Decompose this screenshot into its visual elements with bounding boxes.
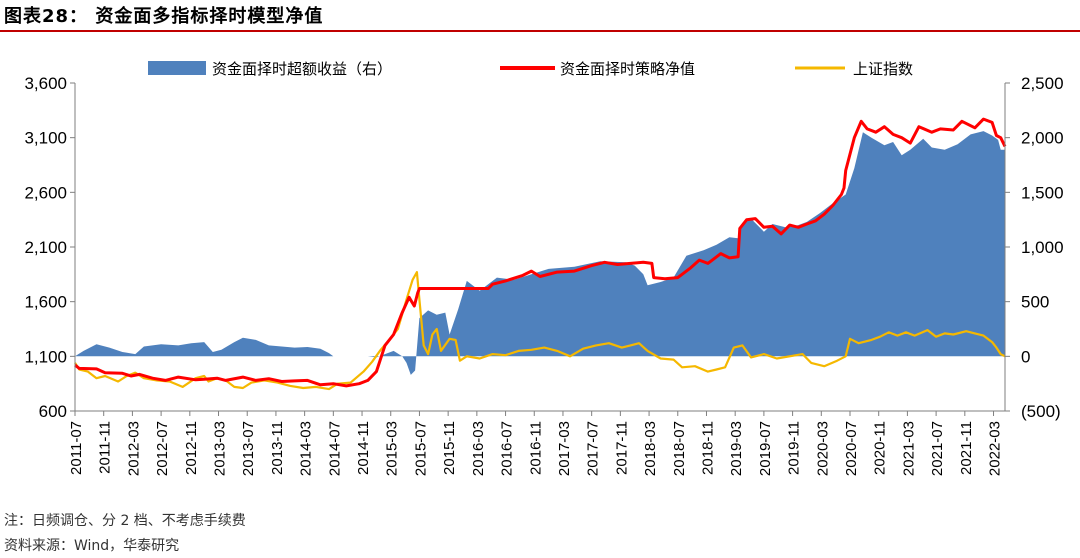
- x-tick-label: 2018-03: [642, 421, 659, 476]
- left-tick-label: 3,600: [24, 74, 67, 93]
- series-excess-area: [75, 131, 1005, 375]
- x-tick-label: 2020-07: [843, 421, 860, 476]
- x-tick-label: 2014-11: [355, 421, 372, 475]
- x-tick-label: 2014-03: [298, 421, 315, 476]
- x-tick-label: 2011-11: [97, 421, 114, 474]
- left-tick-label: 1,600: [24, 293, 67, 312]
- left-tick-label: 2,100: [24, 238, 67, 257]
- x-tick-label: 2012-07: [154, 421, 171, 476]
- x-tick-label: 2013-03: [212, 421, 229, 476]
- series-strategy-line: [74, 117, 1007, 388]
- right-tick-label: 2,500: [1021, 74, 1064, 93]
- legend-label-strategy: 资金面择时策略净值: [560, 60, 695, 78]
- x-tick-label: 2021-07: [929, 421, 946, 476]
- x-tick-label: 2022-03: [987, 421, 1004, 476]
- title-divider: [0, 30, 1080, 32]
- right-tick-label: 0: [1021, 347, 1030, 366]
- right-tick-label: 2,000: [1021, 129, 1064, 148]
- legend-label-index: 上证指数: [853, 60, 913, 78]
- x-tick-label: 2011-07: [68, 421, 85, 475]
- right-tick-label: 500: [1021, 293, 1049, 312]
- legend-label-excess: 资金面择时超额收益（右）: [212, 60, 392, 78]
- legend-swatch-excess: [148, 61, 206, 75]
- x-tick-label: 2019-03: [728, 421, 745, 476]
- right-tick-label: 1,000: [1021, 238, 1064, 257]
- x-tick-label: 2017-11: [613, 421, 630, 475]
- source-note: 资料来源：Wind，华泰研究: [4, 538, 180, 554]
- x-tick-label: 2018-07: [671, 421, 688, 476]
- x-tick-label: 2018-11: [699, 421, 716, 475]
- x-tick-label: 2017-03: [556, 421, 573, 476]
- x-tick-label: 2012-11: [183, 421, 200, 475]
- legend: 资金面择时超额收益（右） 资金面择时策略净值 上证指数: [148, 60, 913, 78]
- page-title: 图表28： 资金面多指标择时模型净值: [4, 6, 324, 27]
- x-tick-label: 2020-03: [814, 421, 831, 476]
- x-tick-label: 2013-11: [269, 421, 286, 475]
- x-tick-label: 2015-03: [384, 421, 401, 476]
- left-tick-label: 1,100: [24, 347, 67, 366]
- left-tick-label: 600: [39, 402, 67, 421]
- x-tick-label: 2021-11: [958, 421, 975, 475]
- plot-area: 600 1,100 1,600 2,100 2,600 3,100 3,600 (500) 0 5…: [24, 74, 1063, 476]
- x-tick-label: 2020-11: [872, 421, 889, 475]
- right-tick-label: 1,500: [1021, 183, 1064, 202]
- chart: 资金面择时超额收益（右） 资金面择时策略净值 上证指数 600 1,100 1,60…: [24, 60, 1063, 476]
- right-tick-label: (500): [1021, 402, 1061, 421]
- x-tick-label: 2014-07: [326, 421, 343, 476]
- x-tick-label: 2012-03: [125, 421, 142, 476]
- footnote: 注：日频调仓、分 2 档、不考虑手续费: [4, 513, 246, 529]
- x-tick-label: 2016-11: [527, 421, 544, 475]
- x-tick-label: 2017-07: [585, 421, 602, 476]
- x-tick-label: 2013-07: [240, 421, 257, 476]
- x-tick-label: 2016-07: [499, 421, 516, 476]
- x-tick-label: 2021-03: [900, 421, 917, 476]
- x-tick-label: 2019-07: [757, 421, 774, 476]
- left-tick-label: 3,100: [24, 129, 67, 148]
- x-tick-label: 2015-07: [412, 421, 429, 476]
- left-tick-label: 2,600: [24, 183, 67, 202]
- x-tick-label: 2019-11: [786, 421, 803, 475]
- x-tick-label: 2016-03: [470, 421, 487, 476]
- x-tick-label: 2015-11: [441, 421, 458, 475]
